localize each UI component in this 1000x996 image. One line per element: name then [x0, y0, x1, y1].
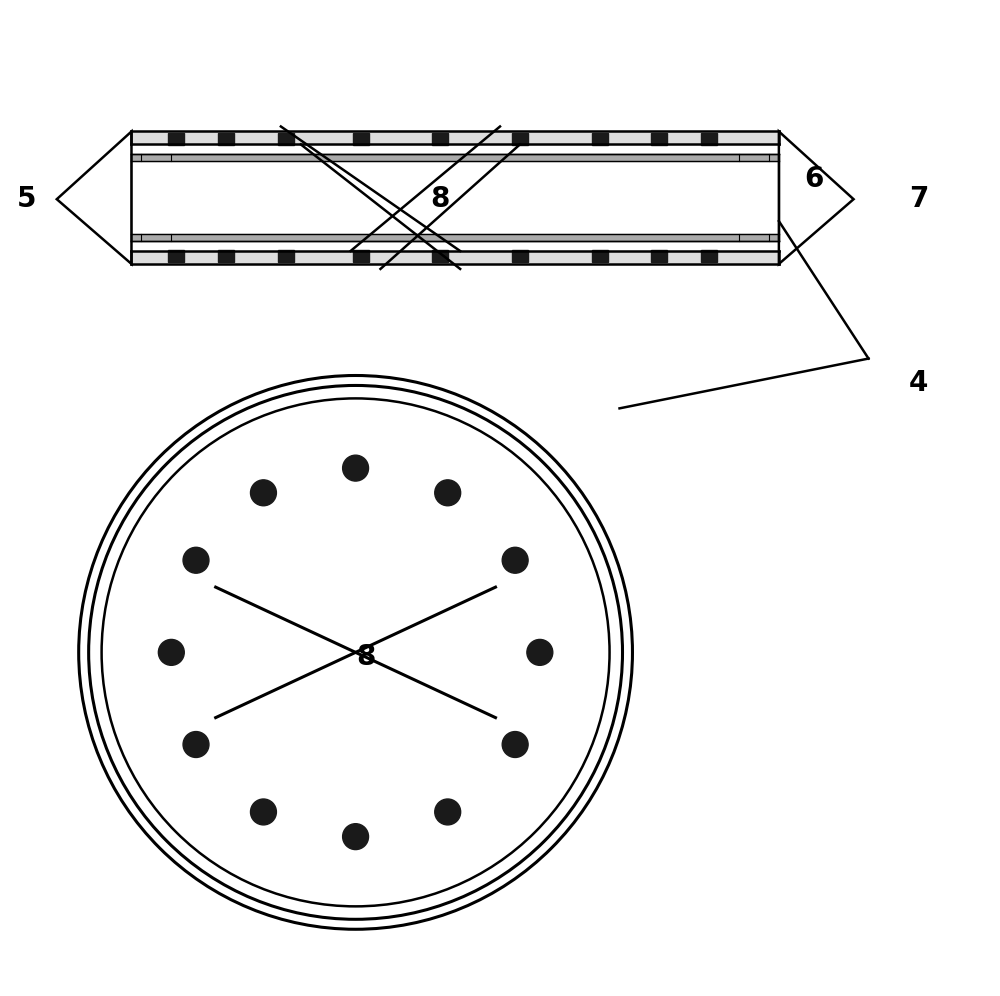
Circle shape: [158, 639, 184, 665]
Text: 5: 5: [17, 185, 37, 213]
Circle shape: [183, 731, 209, 757]
Bar: [512, 133, 528, 145]
Bar: [168, 250, 184, 262]
Text: 8: 8: [356, 643, 375, 671]
Bar: [651, 133, 667, 145]
Text: 8: 8: [431, 185, 450, 213]
Bar: [218, 250, 234, 262]
Circle shape: [343, 455, 369, 481]
Circle shape: [435, 799, 461, 825]
Bar: [218, 133, 234, 145]
Bar: [168, 133, 184, 145]
Circle shape: [502, 732, 528, 758]
Circle shape: [343, 824, 369, 850]
Bar: [432, 250, 448, 262]
Circle shape: [251, 480, 276, 506]
Circle shape: [183, 548, 209, 573]
Circle shape: [527, 639, 553, 665]
Bar: [701, 250, 717, 262]
Bar: [592, 250, 608, 262]
Circle shape: [102, 398, 610, 906]
Circle shape: [435, 480, 461, 506]
Circle shape: [251, 799, 276, 825]
Bar: [353, 250, 369, 262]
Bar: [353, 133, 369, 145]
Text: 4: 4: [909, 370, 928, 397]
Circle shape: [502, 548, 528, 573]
Bar: [512, 250, 528, 262]
Bar: [651, 250, 667, 262]
Text: 7: 7: [909, 185, 928, 213]
Bar: [701, 133, 717, 145]
Bar: [278, 133, 294, 145]
Text: 6: 6: [804, 165, 823, 193]
Bar: [278, 250, 294, 262]
Bar: [592, 133, 608, 145]
Bar: [432, 133, 448, 145]
